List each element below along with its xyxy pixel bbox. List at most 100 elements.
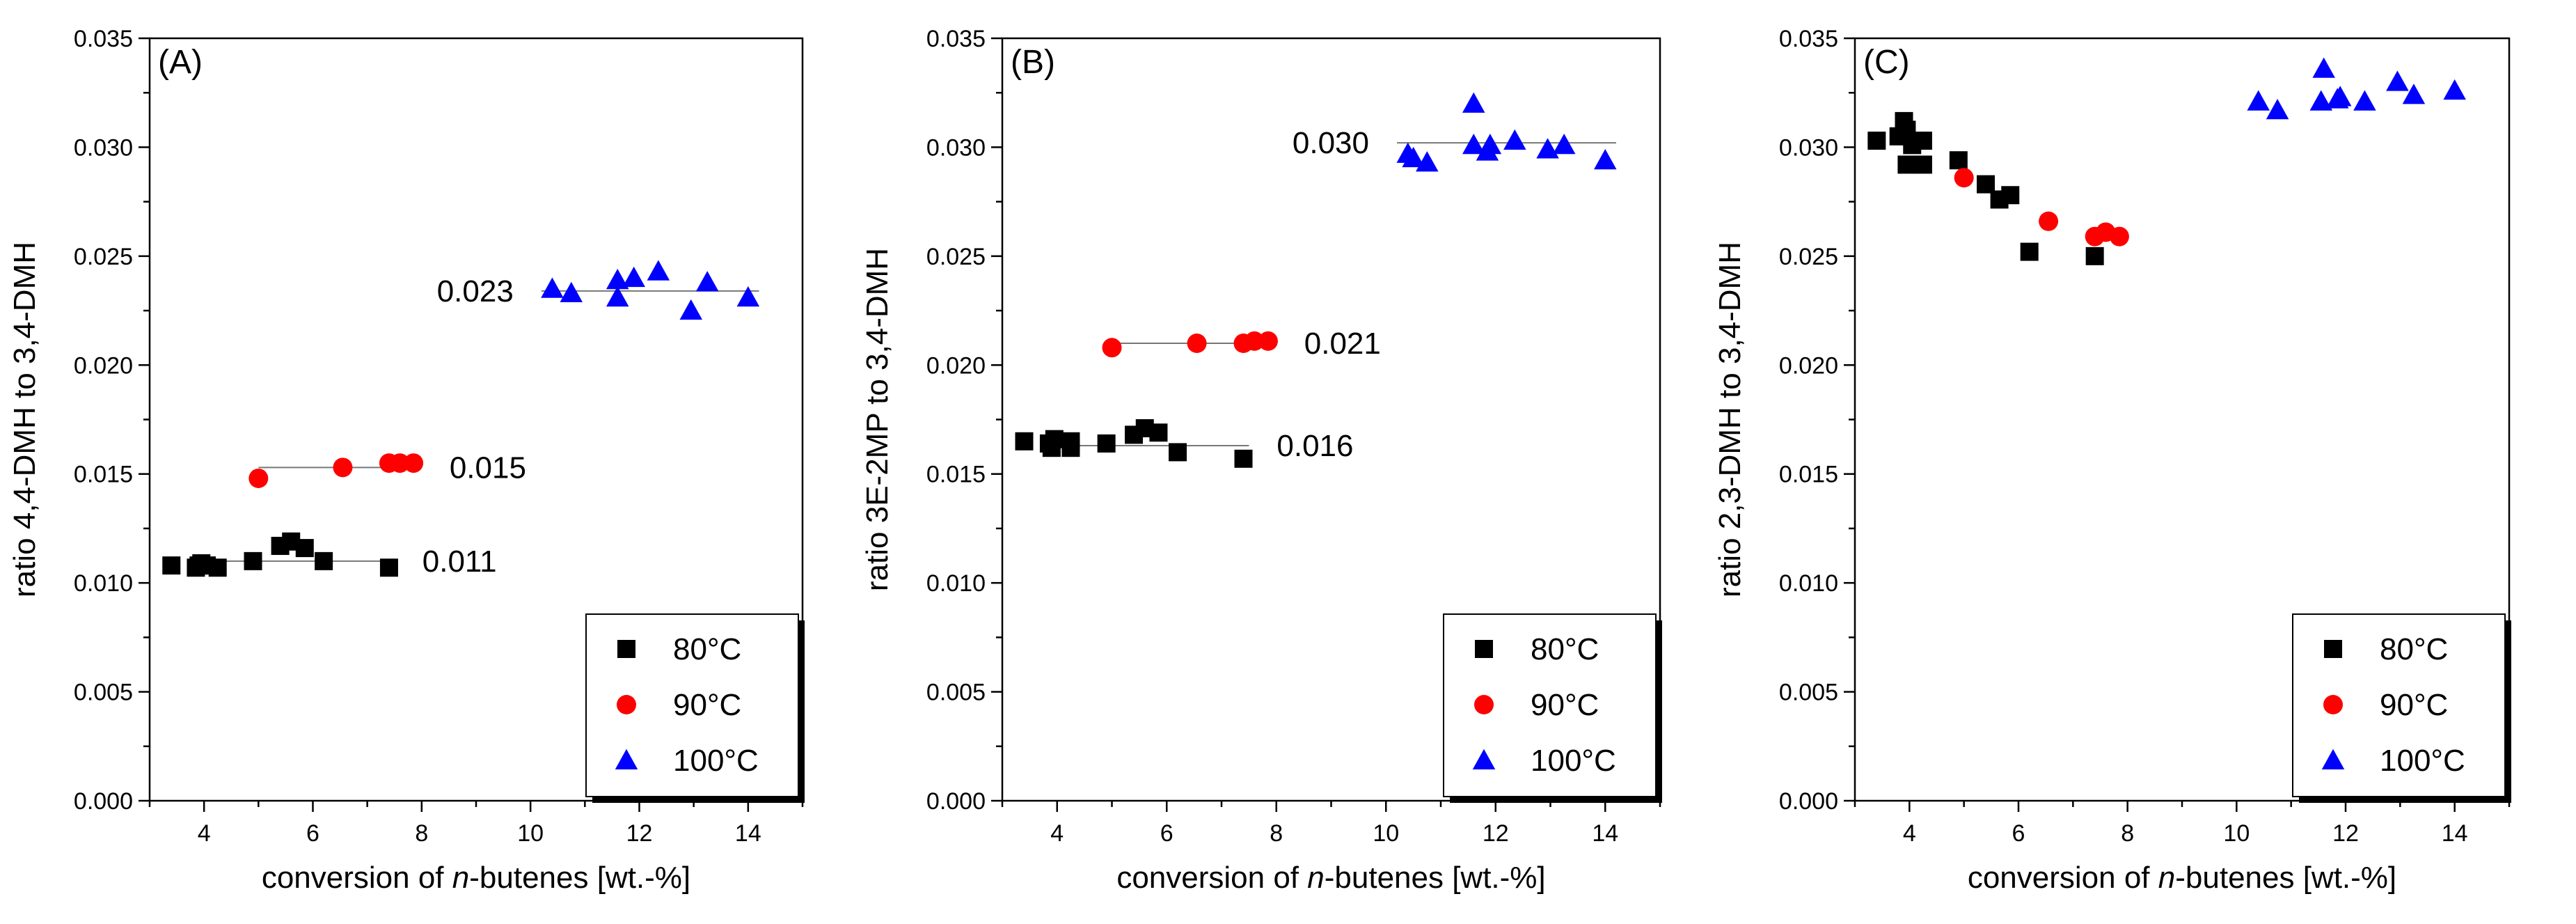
legend-label: 100°C bbox=[1531, 744, 1616, 778]
y-tick-label: 0.035 bbox=[74, 26, 133, 52]
data-point bbox=[2085, 246, 2104, 265]
mean-value-label: 0.023 bbox=[437, 274, 514, 308]
legend-marker bbox=[615, 749, 638, 769]
series-circle bbox=[248, 453, 424, 488]
y-tick-label: 0.000 bbox=[926, 788, 986, 815]
data-point bbox=[208, 558, 227, 577]
panel-label: (B) bbox=[1011, 44, 1055, 81]
data-point bbox=[1478, 134, 1502, 155]
data-point bbox=[1416, 151, 1439, 172]
chart-panel-2: 4 6 8 10 12 14 0.000 0.005 0.010 0.015 0.020 0.025 0… bbox=[860, 26, 1662, 895]
data-point bbox=[1169, 443, 1187, 462]
series-square bbox=[162, 532, 398, 577]
legend-marker bbox=[1474, 695, 1494, 714]
data-point bbox=[1102, 338, 1122, 358]
data-point bbox=[1949, 151, 1968, 170]
legend: 80°C 90°C 100°C bbox=[2292, 613, 2511, 803]
data-point bbox=[2001, 186, 2020, 205]
x-tick-label: 14 bbox=[735, 820, 761, 847]
legend-marker bbox=[617, 640, 635, 658]
series-triangle bbox=[1396, 92, 1617, 172]
data-point bbox=[679, 299, 703, 320]
data-point bbox=[162, 556, 181, 575]
data-point bbox=[736, 286, 760, 307]
data-point bbox=[1977, 175, 1995, 194]
mean-value-label: 0.015 bbox=[450, 451, 526, 485]
data-point bbox=[248, 468, 269, 488]
mean-value-label: 0.021 bbox=[1304, 327, 1381, 361]
data-point bbox=[1234, 449, 1253, 468]
series-triangle bbox=[541, 260, 760, 320]
y-tick-label: 0.025 bbox=[926, 244, 986, 270]
x-axis-title-italic: n bbox=[2158, 861, 2175, 895]
legend-marker bbox=[2323, 695, 2343, 714]
data-point bbox=[2386, 70, 2409, 91]
data-point bbox=[2353, 90, 2376, 111]
x-tick-label: 14 bbox=[1592, 820, 1618, 847]
y-tick-label: 0.005 bbox=[74, 680, 133, 706]
data-point bbox=[1536, 138, 1559, 159]
y-tick-label: 0.030 bbox=[1779, 134, 1838, 161]
x-tick-label: 8 bbox=[415, 820, 428, 847]
data-point bbox=[1045, 430, 1064, 448]
y-tick-label: 0.015 bbox=[74, 462, 133, 488]
y-tick-label: 0.015 bbox=[926, 462, 986, 488]
legend-label: 80°C bbox=[2380, 632, 2448, 666]
x-tick-label: 10 bbox=[517, 820, 544, 847]
data-point bbox=[404, 453, 424, 473]
data-point bbox=[2443, 79, 2466, 100]
data-point bbox=[315, 551, 333, 570]
y-tick-label: 0.020 bbox=[74, 352, 133, 379]
data-point bbox=[1097, 434, 1116, 453]
x-axis-title-suffix: -butenes [wt.-%] bbox=[2175, 861, 2396, 895]
x-tick-label: 6 bbox=[1160, 820, 1174, 847]
data-point bbox=[379, 558, 398, 577]
y-tick-label: 0.035 bbox=[1779, 26, 1838, 52]
legend-marker bbox=[617, 695, 636, 714]
y-tick-label: 0.010 bbox=[926, 570, 986, 597]
data-point bbox=[1913, 155, 1932, 174]
data-point bbox=[1897, 155, 1916, 174]
data-point bbox=[2402, 84, 2426, 104]
y-tick-label: 0.020 bbox=[926, 352, 986, 379]
y-tick-label: 0.005 bbox=[926, 680, 986, 706]
data-point bbox=[560, 281, 583, 303]
legend-label: 90°C bbox=[673, 688, 741, 722]
series-square bbox=[1867, 111, 2104, 265]
x-tick-label: 12 bbox=[1483, 820, 1509, 847]
data-point bbox=[2312, 57, 2335, 78]
mean-value-label: 0.030 bbox=[1293, 126, 1369, 160]
data-point bbox=[390, 453, 410, 473]
data-point bbox=[2266, 98, 2289, 120]
data-point bbox=[1402, 146, 1425, 168]
legend-label: 80°C bbox=[673, 632, 741, 666]
data-point bbox=[1594, 148, 1617, 170]
y-tick-label: 0.000 bbox=[74, 788, 133, 815]
data-point bbox=[606, 269, 629, 290]
legend: 80°C 90°C 100°C bbox=[585, 613, 805, 803]
y-axis-title: ratio 2,3-DMH to 3,4-DMH bbox=[1713, 242, 1747, 597]
y-tick-label: 0.010 bbox=[74, 570, 133, 597]
y-tick-label: 0.035 bbox=[926, 26, 986, 52]
panel-label: (A) bbox=[158, 44, 203, 81]
x-tick-label: 4 bbox=[1903, 820, 1916, 847]
data-point bbox=[1244, 331, 1265, 351]
x-axis-title-prefix: conversion of bbox=[262, 861, 452, 895]
data-point bbox=[1913, 132, 1932, 150]
y-tick-label: 0.025 bbox=[74, 244, 133, 270]
x-axis-title-suffix: -butenes [wt.-%] bbox=[469, 861, 690, 895]
series-circle bbox=[1954, 168, 2129, 246]
data-point bbox=[1462, 92, 1485, 113]
data-point bbox=[333, 457, 353, 478]
data-point bbox=[244, 551, 262, 570]
legend-label: 90°C bbox=[2380, 688, 2448, 722]
x-tick-label: 6 bbox=[306, 820, 319, 847]
y-tick-label: 0.010 bbox=[1779, 570, 1838, 597]
panel-label: (C) bbox=[1863, 44, 1910, 81]
data-point bbox=[2247, 90, 2270, 111]
y-tick-label: 0.000 bbox=[1779, 788, 1838, 815]
data-point bbox=[1503, 129, 1526, 150]
x-axis-title-suffix: -butenes [wt.-%] bbox=[1325, 861, 1546, 895]
y-tick-label: 0.025 bbox=[1779, 244, 1838, 270]
y-tick-label: 0.020 bbox=[1779, 352, 1838, 379]
